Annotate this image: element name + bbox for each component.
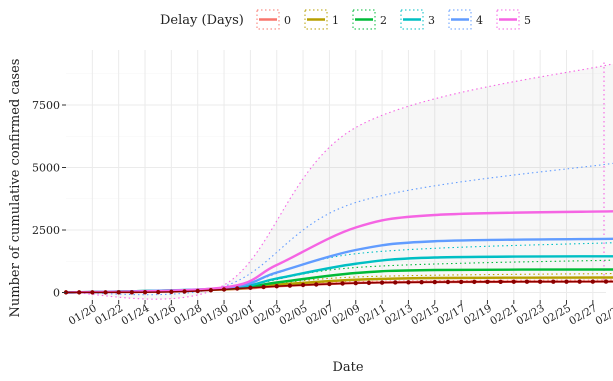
x-tick-label: 01/26 xyxy=(146,302,178,328)
observed-point xyxy=(406,280,411,285)
legend-label-delay-5: 5 xyxy=(524,14,531,27)
observed-point xyxy=(445,279,451,285)
observed-point xyxy=(129,290,135,295)
observed-point xyxy=(432,279,437,285)
x-tick-label: 02/11 xyxy=(356,302,388,328)
legend-key-box-delay-5 xyxy=(496,9,520,30)
observed-point xyxy=(169,289,174,295)
observed-point xyxy=(76,290,82,295)
x-tick-label: 02/03 xyxy=(251,302,283,328)
observed-point xyxy=(155,289,161,295)
observed-point xyxy=(564,279,569,284)
observed-point xyxy=(419,279,424,285)
observed-point xyxy=(537,279,543,284)
observed-point xyxy=(208,288,214,293)
x-tick-label: 01/22 xyxy=(93,302,125,328)
x-tick-label: 02/25 xyxy=(541,302,573,328)
x-tick-label: 02/05 xyxy=(277,302,309,328)
series-line-delay-5 xyxy=(65,210,613,294)
x-tick-label: 02/07 xyxy=(304,302,336,328)
observed-point xyxy=(485,279,490,285)
legend-label-delay-0: 0 xyxy=(284,14,291,27)
y-axis-label: Number of cumulative confirmed cases xyxy=(8,59,23,318)
observed-point xyxy=(314,282,319,287)
x-tick-label: 01/30 xyxy=(198,302,230,328)
observed-point xyxy=(551,279,556,284)
legend-label-delay-2: 2 xyxy=(380,14,387,27)
legend-key-box-delay-0 xyxy=(256,9,280,30)
observed-point xyxy=(103,290,108,295)
legend-key-box-delay-3 xyxy=(400,9,424,30)
observed-point xyxy=(498,279,503,284)
observed-point xyxy=(248,285,253,290)
observed-point xyxy=(511,279,517,284)
legend-key-box-delay-2 xyxy=(352,9,376,30)
legend-items: 0 1 2 3 4 5 xyxy=(256,9,531,30)
x-tick-label: 02/09 xyxy=(330,302,362,328)
observed-point xyxy=(300,282,306,288)
x-tick-label: 01/24 xyxy=(119,302,151,328)
observed-point xyxy=(195,288,200,294)
y-tick-label: 5000 xyxy=(32,162,60,175)
observed-point xyxy=(524,279,530,284)
x-axis: 01/2001/2201/2401/2601/2801/3002/0102/03… xyxy=(67,300,613,328)
x-tick-label: 02/27 xyxy=(567,302,599,328)
grid-minor xyxy=(66,73,606,262)
upper-line-delay-4 xyxy=(65,162,613,296)
observed-point xyxy=(116,290,121,295)
legend-key-box-delay-1 xyxy=(304,9,328,30)
legend-label-delay-4: 4 xyxy=(476,14,483,27)
observed-point xyxy=(235,286,240,291)
observed-point xyxy=(221,287,227,292)
y-tick-label: 7500 xyxy=(32,99,60,112)
observed-point xyxy=(182,289,187,294)
x-tick-label: 01/20 xyxy=(67,302,99,328)
x-tick-label: 01/28 xyxy=(172,302,204,328)
legend: Delay (Days) 0 1 2 3 4 5 xyxy=(160,9,531,30)
uncertainty-band xyxy=(66,63,613,300)
observed-point xyxy=(327,281,332,287)
observed-point xyxy=(340,281,345,286)
x-tick-label: 02/21 xyxy=(488,302,520,328)
observed-points xyxy=(63,279,613,295)
observed-point xyxy=(90,290,95,295)
grid-major xyxy=(66,50,606,300)
observed-point xyxy=(274,284,279,289)
x-tick-label: 02/17 xyxy=(435,302,467,328)
legend-label-delay-1: 1 xyxy=(332,14,339,27)
observed-point xyxy=(261,284,266,290)
x-tick-label: 02/01 xyxy=(225,302,257,328)
x-tick-label: 02/15 xyxy=(409,302,441,328)
uncertainty-bands xyxy=(66,63,613,300)
legend-title: Delay (Days) xyxy=(160,13,244,28)
observed-point xyxy=(590,279,596,284)
y-axis: 0 2500 5000 7500 xyxy=(32,99,66,300)
legend-key-box-delay-4 xyxy=(448,9,472,30)
upper-line-delay-5 xyxy=(65,63,613,300)
observed-point xyxy=(577,279,582,284)
observed-point xyxy=(366,280,372,286)
y-tick-label: 2500 xyxy=(32,224,60,237)
observed-point xyxy=(353,280,358,286)
x-tick-label: 02/19 xyxy=(462,302,494,328)
x-tick-label: 02/13 xyxy=(383,302,415,328)
observed-point xyxy=(393,280,398,285)
y-tick-label: 0 xyxy=(53,287,60,300)
plot-area xyxy=(63,50,613,300)
x-tick-label: 02/29 xyxy=(593,302,613,328)
observed-point xyxy=(379,280,385,285)
observed-point xyxy=(287,283,293,288)
x-axis-label: Date xyxy=(332,360,363,375)
legend-label-delay-3: 3 xyxy=(428,14,435,27)
observed-point xyxy=(142,290,148,295)
observed-point xyxy=(472,279,477,285)
x-tick-label: 02/23 xyxy=(514,302,546,328)
observed-point xyxy=(603,279,609,284)
observed-point xyxy=(458,279,464,285)
